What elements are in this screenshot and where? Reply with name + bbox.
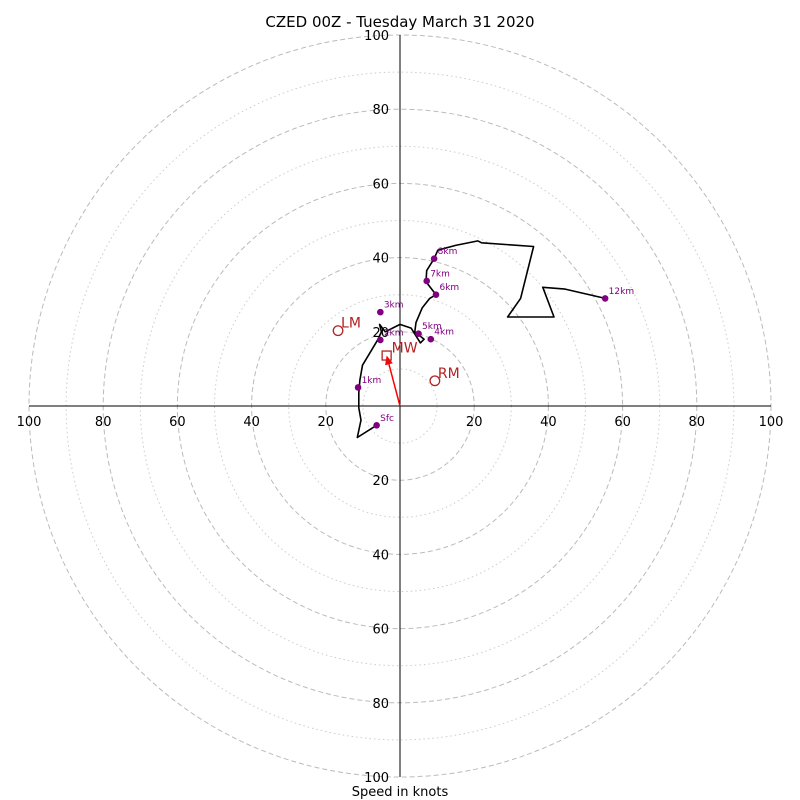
height-label-4km: 4km	[434, 328, 454, 338]
height-point-6km	[432, 291, 440, 299]
tick-label-top-80: 80	[372, 103, 389, 118]
tick-label-top-60: 60	[372, 177, 389, 192]
tick-label-left-40: 40	[243, 415, 260, 430]
height-point-4km	[427, 335, 435, 343]
tick-labels: 100 100 100 100 80 80 80 80 60 60 60 60 40 40 40 40 20 20…	[17, 29, 784, 786]
height-label-sfc: Sfc	[380, 414, 394, 424]
tick-label-bottom-100: 100	[364, 771, 389, 786]
height-label-8km: 8km	[438, 247, 458, 257]
tick-label-bottom-20: 20	[372, 474, 389, 489]
right-mover-marker	[429, 375, 441, 387]
left-mover-marker	[332, 325, 344, 337]
height-point-sfc	[373, 421, 380, 429]
tick-label-bottom-40: 40	[372, 548, 389, 563]
height-point-1km	[354, 384, 362, 391]
tick-label-bottom-60: 60	[372, 623, 389, 638]
tick-label-right-80: 80	[689, 415, 706, 430]
tick-label-right-20: 20	[466, 415, 483, 430]
tick-label-top-100: 100	[364, 29, 389, 44]
tick-label-bottom-80: 80	[372, 697, 389, 712]
wind-trace-layer	[356, 240, 606, 439]
height-label-12km: 12km	[609, 287, 634, 297]
right-mover-label: RM	[438, 366, 460, 382]
mean-wind-marker	[381, 350, 392, 361]
height-point-5km	[415, 330, 422, 337]
height-point-3km	[377, 308, 384, 316]
height-point-7km	[423, 277, 431, 285]
wind-trace-line	[356, 240, 606, 439]
mean-wind-arrow-shaft	[388, 364, 401, 407]
height-label-1km: 1km	[362, 376, 382, 386]
tick-label-left-100: 100	[17, 415, 42, 430]
height-point-2km	[377, 336, 384, 344]
height-label-6km: 6km	[439, 283, 459, 293]
tick-label-left-80: 80	[95, 415, 112, 430]
x-axis-label: Speed in knots	[352, 785, 449, 800]
tick-label-right-40: 40	[540, 415, 557, 430]
tick-label-left-20: 20	[318, 415, 335, 430]
height-label-2km: 2km	[384, 328, 404, 338]
tick-label-right-100: 100	[759, 415, 784, 430]
tick-label-top-40: 40	[372, 252, 389, 267]
storm-motion-layer: MW RM LM	[332, 316, 460, 407]
height-label-5km: 5km	[422, 322, 442, 332]
tick-label-left-60: 60	[169, 415, 186, 430]
height-point-12km	[601, 295, 609, 302]
tick-label-right-60: 60	[614, 415, 631, 430]
chart-title: CZED 00Z - Tuesday March 31 2020	[265, 13, 534, 31]
height-point-8km	[430, 255, 438, 263]
mean-wind-label: MW	[392, 341, 418, 357]
height-label-3km: 3km	[384, 301, 404, 311]
height-label-7km: 7km	[430, 269, 450, 279]
left-mover-label: LM	[341, 316, 361, 332]
